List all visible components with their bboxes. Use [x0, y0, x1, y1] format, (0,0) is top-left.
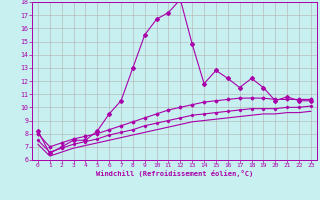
X-axis label: Windchill (Refroidissement éolien,°C): Windchill (Refroidissement éolien,°C)	[96, 170, 253, 177]
